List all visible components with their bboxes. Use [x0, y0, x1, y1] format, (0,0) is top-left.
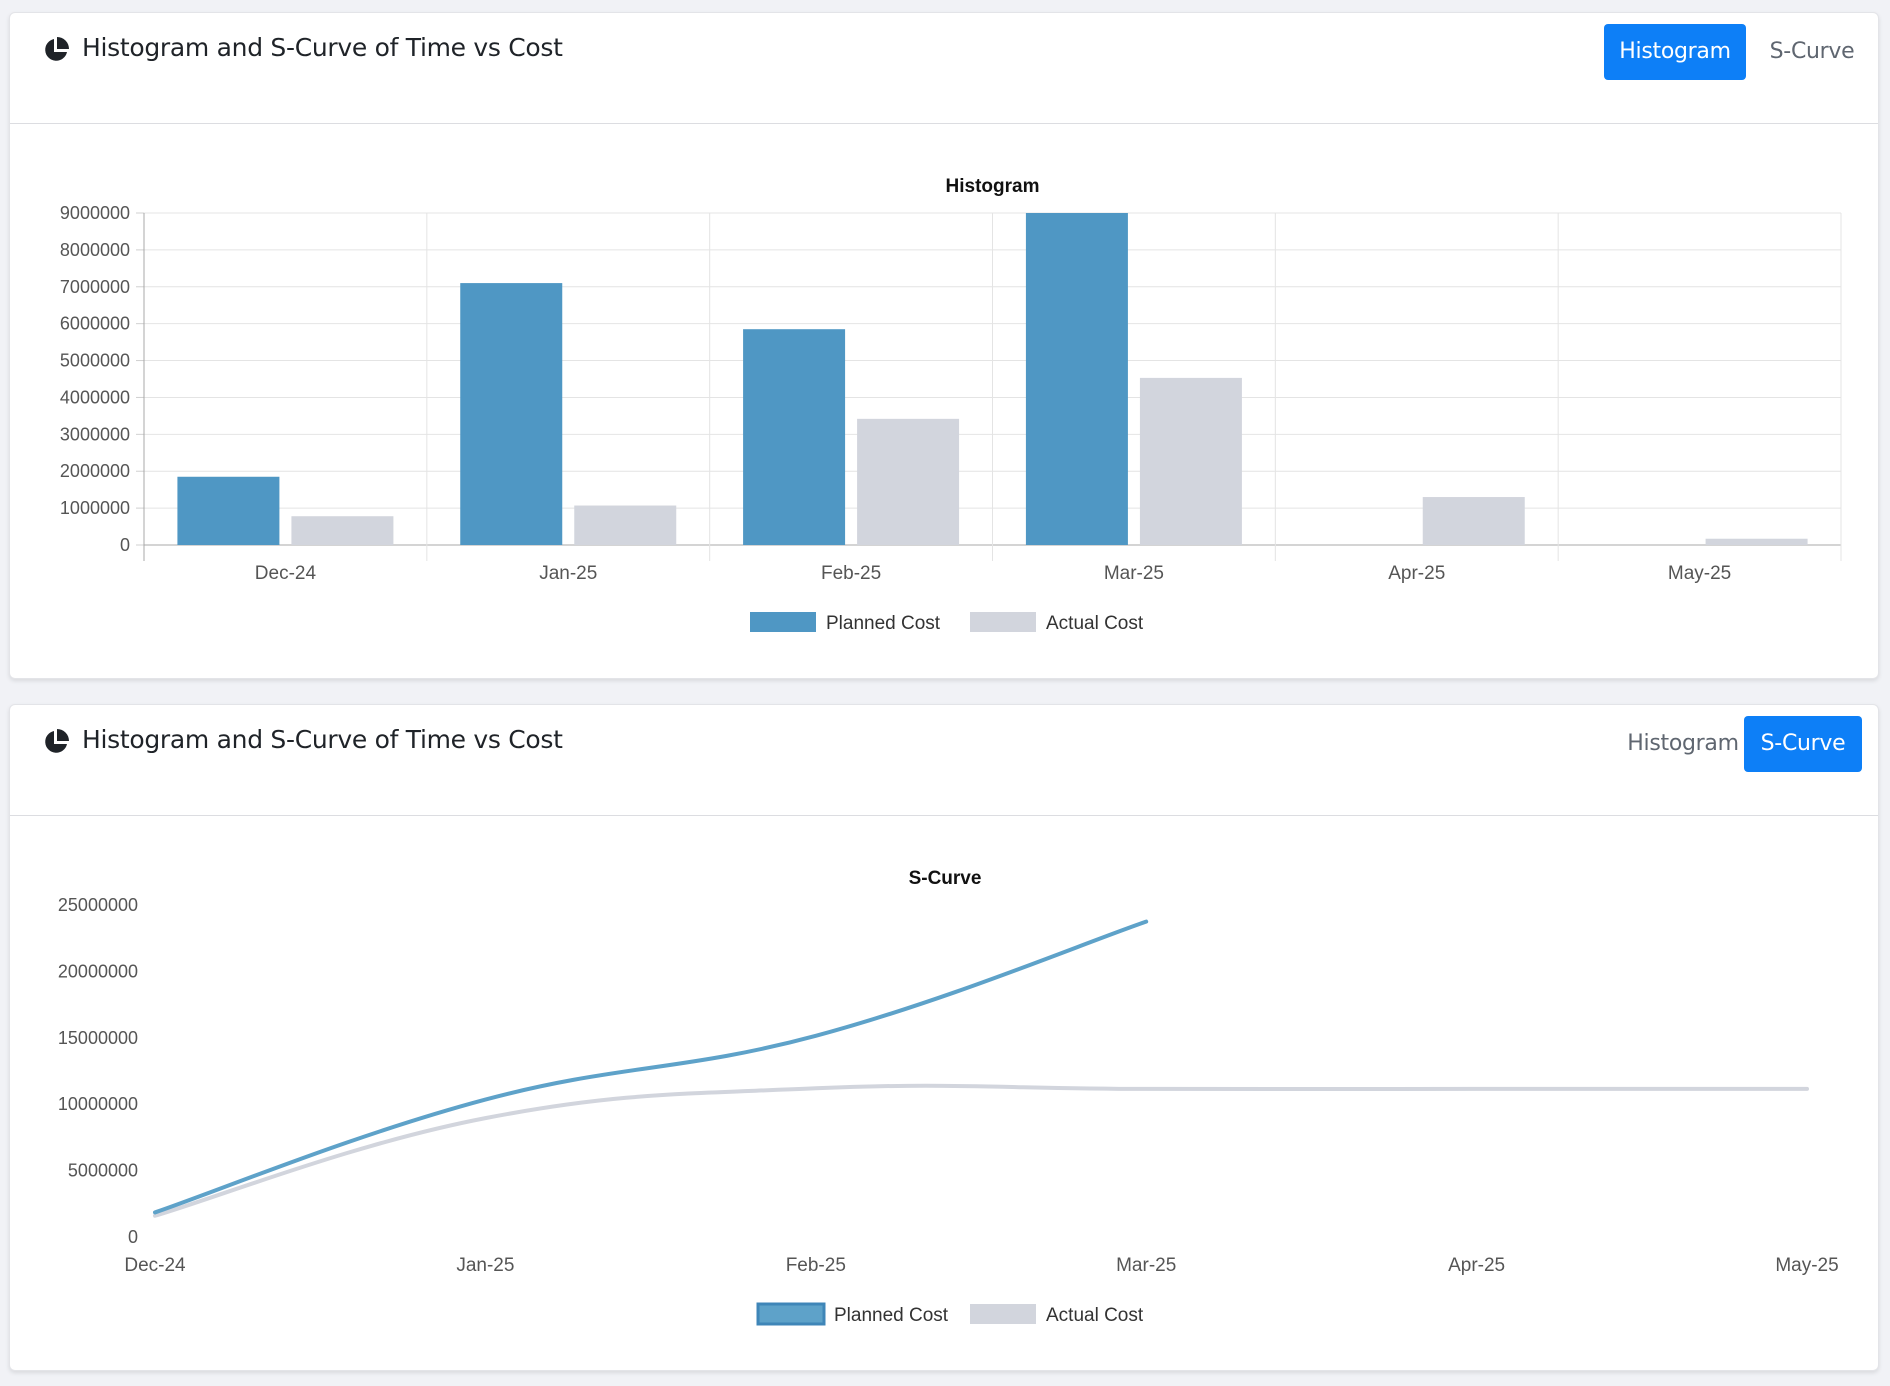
y-tick-label: 15000000	[58, 1028, 138, 1048]
bar-actual-cost	[1422, 497, 1525, 545]
legend-label: Planned Cost	[834, 1305, 949, 1326]
series-line-planned-cost	[153, 919, 1149, 1215]
y-tick-label: 10000000	[58, 1094, 138, 1114]
pie-chart-icon	[45, 729, 69, 753]
bar-actual-cost	[291, 516, 394, 545]
histogram-card: Histogram and S-Curve of Time vs Cost Hi…	[9, 12, 1879, 679]
y-tick-label: 5000000	[60, 351, 130, 371]
y-tick-label: 6000000	[60, 314, 130, 334]
x-tick-label: Dec-24	[255, 563, 317, 584]
legend-swatch	[756, 1302, 826, 1326]
x-tick-label: Mar-25	[1104, 563, 1164, 584]
x-tick-label: May-25	[1668, 563, 1731, 584]
pie-chart-icon	[45, 37, 69, 61]
bar-planned-cost	[1025, 213, 1128, 545]
tab-scurve[interactable]: S-Curve	[1769, 39, 1855, 64]
tab-histogram[interactable]: Histogram	[1604, 24, 1746, 80]
legend-swatch	[970, 1304, 1036, 1324]
bar-actual-cost	[857, 418, 960, 545]
bar-actual-cost	[1705, 538, 1808, 545]
scurve-chart: S-Curve 0 5000000 10000000 15000000 20000000 2…	[58, 868, 1839, 1326]
bar-actual-cost	[1139, 377, 1242, 545]
y-tick-label: 0	[120, 535, 130, 555]
legend-label: Actual Cost	[1046, 1305, 1144, 1326]
y-tick-label: 25000000	[58, 895, 138, 915]
legend-swatch	[970, 612, 1036, 632]
x-tick-label: Jan-25	[539, 563, 597, 584]
series-line-actual-cost	[153, 1083, 1809, 1218]
y-tick-label: 5000000	[68, 1161, 138, 1181]
y-tick-label: 1000000	[60, 498, 130, 518]
x-tick-label: Apr-25	[1448, 1255, 1505, 1276]
x-tick-label: Feb-25	[786, 1255, 846, 1276]
x-tick-label: Dec-24	[124, 1255, 186, 1276]
chart-title: Histogram	[946, 176, 1040, 197]
scurve-card: Histogram and S-Curve of Time vs Cost Hi…	[9, 704, 1879, 1371]
bar-planned-cost	[177, 476, 280, 545]
legend-label: Actual Cost	[1046, 613, 1144, 634]
x-tick-label: Apr-25	[1388, 563, 1445, 584]
card-title: Histogram and S-Curve of Time vs Cost	[82, 725, 563, 754]
x-tick-label: Mar-25	[1116, 1255, 1176, 1276]
legend-label: Planned Cost	[826, 613, 941, 634]
bar-planned-cost	[460, 283, 563, 545]
card-header: Histogram and S-Curve of Time vs Cost Hi…	[10, 705, 1878, 816]
legend-swatch	[750, 612, 816, 632]
tab-histogram[interactable]: Histogram	[1627, 731, 1739, 756]
y-tick-label: 7000000	[60, 277, 130, 297]
y-tick-label: 9000000	[60, 203, 130, 223]
chart-title: S-Curve	[909, 868, 982, 889]
y-tick-label: 4000000	[60, 387, 130, 407]
tab-scurve[interactable]: S-Curve	[1744, 716, 1862, 772]
y-tick-label: 3000000	[60, 424, 130, 444]
y-tick-label: 0	[128, 1227, 138, 1247]
bar-actual-cost	[574, 505, 677, 545]
y-tick-label: 20000000	[58, 961, 138, 981]
y-tick-label: 8000000	[60, 240, 130, 260]
x-tick-label: May-25	[1775, 1255, 1838, 1276]
histogram-chart: Histogram 0 1000000 2000000 3000000 4000000 50…	[60, 176, 1842, 634]
x-tick-label: Feb-25	[821, 563, 881, 584]
x-tick-label: Jan-25	[456, 1255, 514, 1276]
card-header: Histogram and S-Curve of Time vs Cost Hi…	[10, 13, 1878, 124]
card-title: Histogram and S-Curve of Time vs Cost	[82, 33, 563, 62]
y-tick-label: 2000000	[60, 461, 130, 481]
bar-planned-cost	[743, 329, 846, 545]
